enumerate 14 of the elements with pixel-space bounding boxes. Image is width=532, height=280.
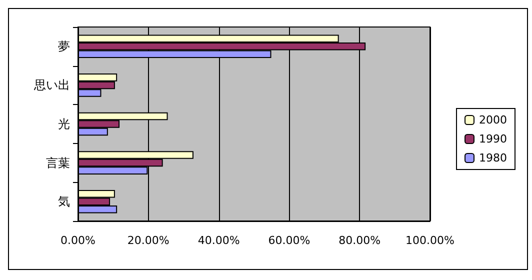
y-tick-label: 夢 xyxy=(58,39,70,54)
x-tick-label: 20.00% xyxy=(127,234,170,247)
x-tick-label: 80.00% xyxy=(338,234,381,247)
y-tick-label: 気 xyxy=(58,194,70,209)
y-tick-label: 言葉 xyxy=(46,156,70,170)
x-tick-label: 0.00% xyxy=(60,234,96,247)
legend-label: 2000 xyxy=(479,114,508,126)
legend-label: 1980 xyxy=(479,152,508,164)
x-tick-label: 60.00% xyxy=(268,234,310,247)
y-tick-label: 光 xyxy=(58,117,70,131)
x-tick-label: 100.00% xyxy=(406,234,454,247)
y-tick-label: 思い出 xyxy=(33,78,70,92)
legend-label: 1990 xyxy=(479,132,508,146)
x-tick-label: 40.00% xyxy=(198,234,240,247)
